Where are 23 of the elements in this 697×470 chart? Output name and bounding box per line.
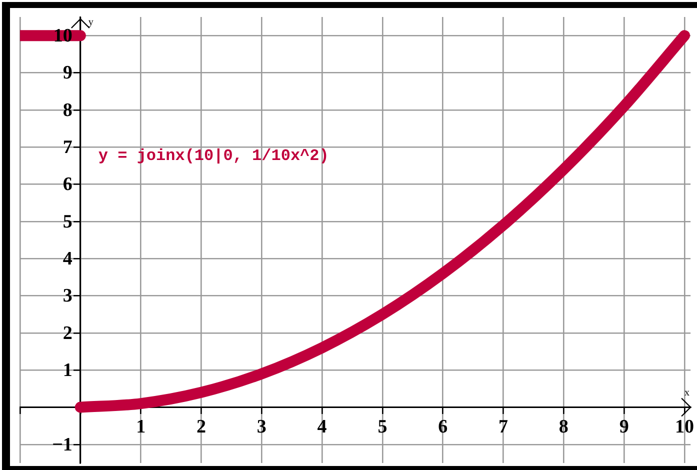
x-tick-label: 2 xyxy=(196,416,206,438)
x-tick-label: 6 xyxy=(438,416,448,438)
y-tick-label: 9 xyxy=(62,62,72,84)
y-tick-label: 6 xyxy=(62,174,72,196)
annotation: y = joinx(10|0, 1/10x^2) xyxy=(98,147,329,165)
y-axis-title: y xyxy=(88,17,94,28)
y-tick-label: 2 xyxy=(62,322,72,344)
x-tick-label: 9 xyxy=(619,416,629,438)
y-tick-label: 4 xyxy=(62,248,73,270)
y-tick-label: 8 xyxy=(62,100,72,121)
x-tick-label: 8 xyxy=(558,416,568,438)
y-tick-label: 3 xyxy=(62,286,72,307)
x-tick-label: 5 xyxy=(378,416,388,438)
x-tick-label: 4 xyxy=(317,416,328,438)
x-tick-label: 1 xyxy=(136,416,146,438)
x-tick-label: 7 xyxy=(498,416,509,438)
x-axis-title: x xyxy=(684,387,690,398)
y-tick-label: 7 xyxy=(62,136,73,158)
x-tick-label: 3 xyxy=(256,416,266,438)
y-tick-label: −1 xyxy=(52,434,72,456)
x-tick-label: 10 xyxy=(675,416,694,438)
y-tick-label: 5 xyxy=(62,211,72,232)
y-tick-label: 1 xyxy=(62,360,72,381)
